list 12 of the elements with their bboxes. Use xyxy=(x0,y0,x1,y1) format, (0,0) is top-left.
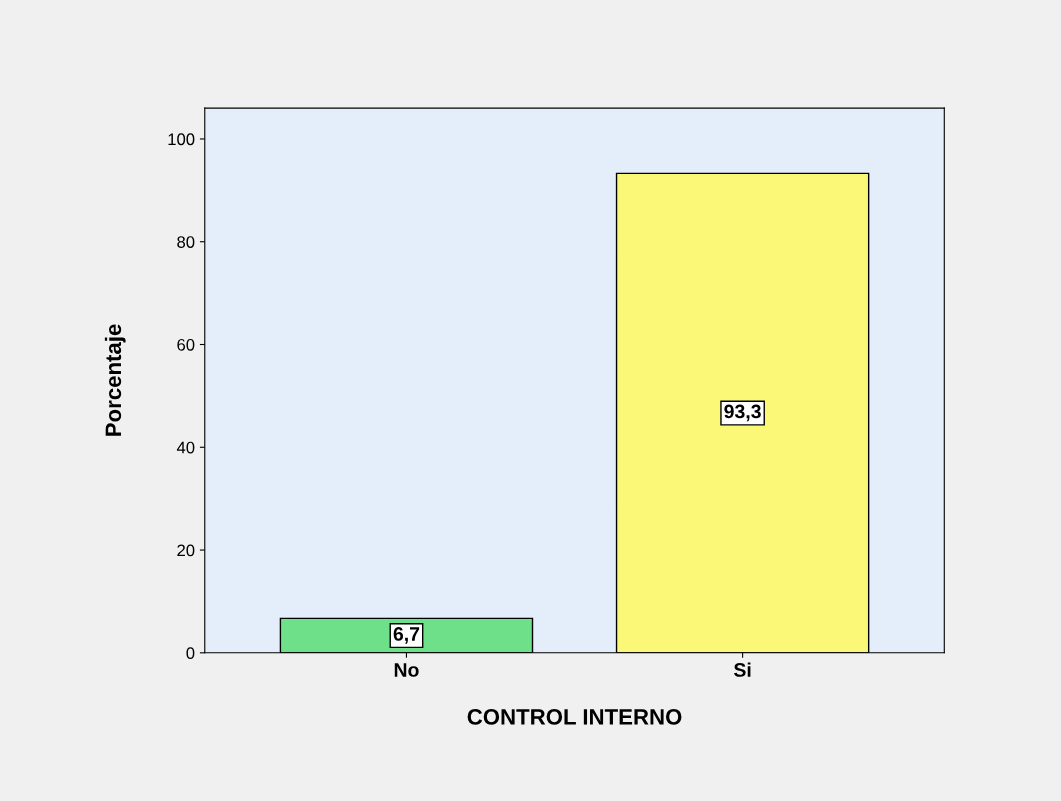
y-tick-label: 80 xyxy=(177,236,195,248)
data-label: 93,3 xyxy=(724,404,761,422)
y-tick-label: 60 xyxy=(177,338,195,351)
x-axis-title: CONTROL INTERNO xyxy=(467,709,682,725)
data-label: 6,7 xyxy=(393,627,420,644)
x-tick-label: No xyxy=(394,663,419,677)
x-tick-label: Si xyxy=(733,662,751,677)
y-tick-label: 40 xyxy=(176,441,195,454)
y-tick-label: 100 xyxy=(168,133,195,146)
y-tick-label: 0 xyxy=(186,647,195,660)
y-axis-title: Porcentaje xyxy=(104,324,126,436)
y-tick-label: 20 xyxy=(177,544,195,557)
